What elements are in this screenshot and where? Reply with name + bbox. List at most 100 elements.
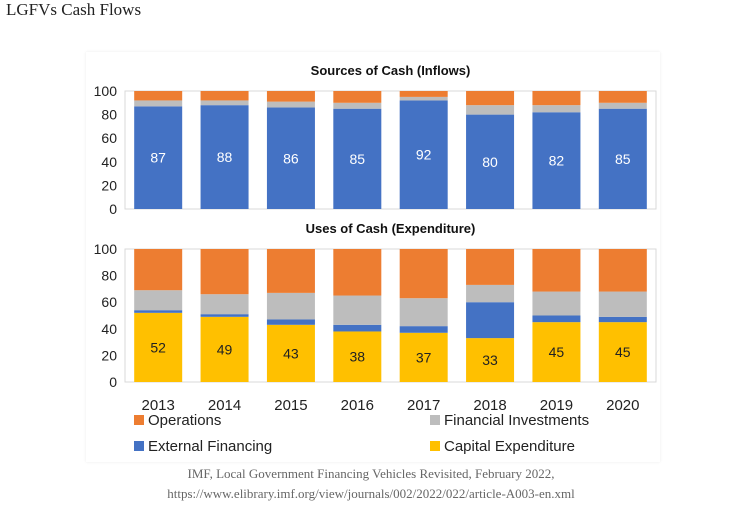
bar-external-financing xyxy=(200,105,249,209)
legend-label: Capital Expenditure xyxy=(444,438,575,455)
data-label: 49 xyxy=(217,341,233,357)
y-tick-label: 80 xyxy=(101,268,117,284)
x-tick-label: 2019 xyxy=(540,397,573,414)
bar-financial-investments xyxy=(532,291,581,316)
bar-operations xyxy=(134,91,183,101)
data-label: 85 xyxy=(350,151,366,167)
bar-capital-expenditure xyxy=(399,332,448,382)
data-label: 80 xyxy=(482,154,498,170)
data-label: 85 xyxy=(615,151,631,167)
legend-label: External Financing xyxy=(148,438,272,455)
bar-capital-expenditure xyxy=(200,316,249,382)
bar-financial-investments xyxy=(399,298,448,327)
chart-title: Uses of Cash (Expenditure) xyxy=(306,221,476,236)
bar-financial-investments xyxy=(266,101,315,108)
data-label: 37 xyxy=(416,349,432,365)
x-tick-label: 2014 xyxy=(208,397,241,414)
bar-external-financing xyxy=(266,107,315,209)
y-tick-label: 60 xyxy=(101,130,117,146)
bar-financial-investments xyxy=(200,100,249,106)
data-label: 38 xyxy=(350,349,366,365)
data-label: 45 xyxy=(615,344,631,360)
legend-label: Financial Investments xyxy=(444,412,589,429)
bar-financial-investments xyxy=(466,284,515,303)
bar-operations xyxy=(266,249,315,293)
bar-external-financing xyxy=(333,108,382,209)
bar-financial-investments xyxy=(532,105,581,113)
legend-swatch xyxy=(430,415,440,425)
bar-financial-investments xyxy=(466,105,515,115)
x-tick-label: 2017 xyxy=(407,397,440,414)
bar-operations xyxy=(134,249,183,291)
legend-swatch xyxy=(134,415,144,425)
bar-financial-investments xyxy=(200,294,249,315)
bar-external-financing xyxy=(134,106,183,209)
y-tick-label: 0 xyxy=(109,201,117,217)
bar-operations xyxy=(200,91,249,101)
bar-financial-investments xyxy=(333,295,382,325)
bar-capital-expenditure xyxy=(333,331,382,382)
bar-external-financing xyxy=(598,108,647,209)
bar-external-financing xyxy=(532,112,581,209)
bar-financial-investments xyxy=(134,290,183,311)
data-label: 33 xyxy=(482,352,498,368)
x-tick-label: 2015 xyxy=(274,397,307,414)
bar-external-financing xyxy=(333,324,382,332)
page-title: LGFVs Cash Flows xyxy=(6,0,142,19)
y-tick-label: 100 xyxy=(94,83,118,99)
bar-financial-investments xyxy=(266,292,315,320)
chart-title: Sources of Cash (Inflows) xyxy=(311,63,471,78)
bar-operations xyxy=(466,91,515,106)
bar-operations xyxy=(333,91,382,103)
legend-swatch xyxy=(134,441,144,451)
bar-external-financing xyxy=(399,326,448,333)
data-label: 43 xyxy=(283,345,299,361)
bar-operations xyxy=(333,249,382,296)
legend-label: Operations xyxy=(148,412,221,429)
plot-frame xyxy=(124,90,657,210)
data-label: 92 xyxy=(416,147,432,163)
bar-external-financing xyxy=(532,315,581,323)
y-tick-label: 100 xyxy=(94,241,118,257)
data-label: 82 xyxy=(549,153,565,169)
bar-capital-expenditure xyxy=(266,324,315,382)
x-tick-label: 2020 xyxy=(606,397,639,414)
bar-external-financing xyxy=(598,316,647,323)
x-tick-label: 2016 xyxy=(341,397,374,414)
bar-financial-investments xyxy=(134,100,183,107)
source-citation: IMF, Local Government Financing Vehicles… xyxy=(187,466,555,481)
bar-external-financing xyxy=(399,100,448,209)
bar-financial-investments xyxy=(598,102,647,109)
y-tick-label: 40 xyxy=(101,321,117,337)
bar-operations xyxy=(399,91,448,97)
bar-operations xyxy=(532,91,581,106)
bar-operations xyxy=(598,249,647,292)
bar-operations xyxy=(200,249,249,295)
bar-external-financing xyxy=(134,310,183,313)
bar-financial-investments xyxy=(333,102,382,109)
data-label: 45 xyxy=(549,344,565,360)
plot-frame xyxy=(124,248,657,383)
y-tick-label: 20 xyxy=(101,347,117,363)
data-label: 52 xyxy=(150,339,166,355)
bar-external-financing xyxy=(266,319,315,325)
bar-operations xyxy=(532,249,581,292)
bar-operations xyxy=(598,91,647,103)
bar-operations xyxy=(266,91,315,102)
y-tick-label: 20 xyxy=(101,177,117,193)
x-tick-label: 2018 xyxy=(473,397,506,414)
y-tick-label: 80 xyxy=(101,107,117,123)
bar-capital-expenditure xyxy=(466,338,515,382)
bar-external-financing xyxy=(200,314,249,317)
bar-capital-expenditure xyxy=(134,312,183,382)
bar-operations xyxy=(466,249,515,285)
data-label: 86 xyxy=(283,150,299,166)
y-tick-label: 60 xyxy=(101,294,117,310)
data-label: 88 xyxy=(217,149,233,165)
bar-capital-expenditure xyxy=(598,322,647,382)
bar-external-financing xyxy=(466,302,515,339)
data-label: 87 xyxy=(150,150,166,166)
source-url[interactable]: https://www.elibrary.imf.org/view/journa… xyxy=(167,486,575,501)
bar-external-financing xyxy=(466,114,515,209)
y-tick-label: 40 xyxy=(101,154,117,170)
